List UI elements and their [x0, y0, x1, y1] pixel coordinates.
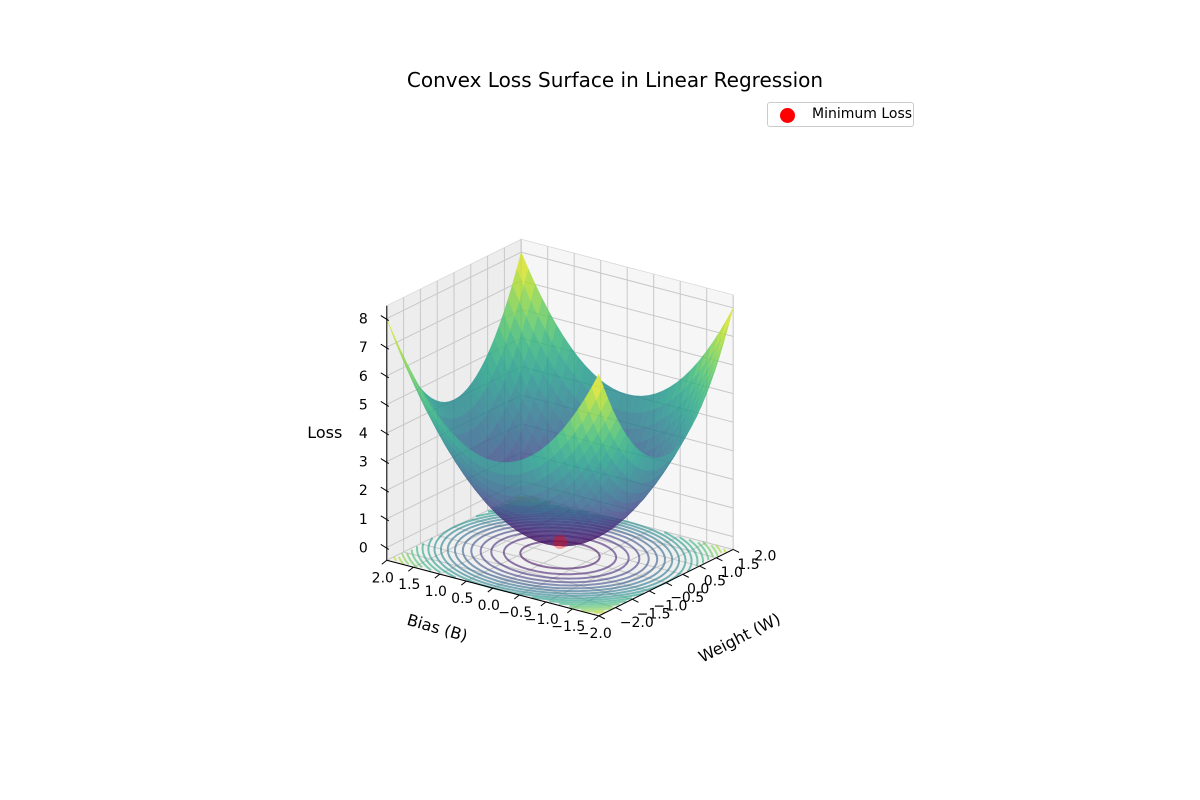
loss-tick-label: 8	[359, 312, 368, 328]
weight-tick-mark	[732, 549, 740, 553]
loss-tick-mark	[380, 458, 390, 465]
loss-tick-mark	[380, 486, 390, 493]
loss-tick-label: 3	[359, 455, 368, 471]
weight-tick-mark	[716, 557, 723, 562]
bias-tick-label: 0.0	[478, 598, 500, 614]
contour-line	[569, 605, 612, 609]
surface-patch	[591, 373, 604, 401]
weight-axis-label: Weight (W)	[695, 609, 783, 666]
contour-line	[427, 537, 457, 579]
contour-line	[397, 556, 405, 566]
chart-title: Convex Loss Surface in Linear Regression	[406, 68, 824, 92]
loss-surface	[386, 251, 734, 547]
contour-line	[715, 544, 723, 554]
contour-line	[581, 609, 605, 613]
loss-tick-mark	[380, 343, 390, 350]
weight-tick-mark	[699, 565, 706, 570]
weight-tick-label: −2.0	[620, 615, 654, 631]
weight-tick-label: 1.0	[721, 565, 743, 581]
loss-tick-label: 2	[359, 483, 368, 499]
contour-line	[401, 552, 410, 566]
bias-tick-label: 1.0	[425, 584, 447, 600]
bias-tick-mark	[540, 601, 547, 607]
weight-tick-mark	[665, 582, 673, 587]
contour-line	[678, 536, 699, 567]
loss-tick-mark	[380, 400, 390, 407]
contour-line	[549, 597, 633, 604]
bias-tick-mark	[381, 559, 388, 565]
bias-tick-label: 2.0	[372, 570, 394, 586]
contour-line	[406, 552, 418, 569]
bias-tick-mark	[407, 566, 414, 572]
loss-tick-label: 5	[359, 397, 368, 413]
bias-tick-mark	[593, 615, 600, 621]
loss-tick-label: 4	[359, 426, 368, 442]
loss-tick-mark	[380, 372, 390, 379]
bias-tick-label: −1.5	[551, 619, 585, 635]
bias-tick-mark	[487, 587, 494, 593]
contour-line	[688, 538, 704, 564]
contour-line	[416, 546, 432, 571]
contour-line	[410, 549, 423, 569]
loss-axis-label: Loss	[307, 423, 342, 442]
weight-tick-label: 0.5	[704, 573, 726, 589]
bias-tick-label: 0.5	[451, 591, 473, 607]
contour-line	[663, 531, 693, 573]
loss-tick-mark	[380, 515, 390, 522]
contour-line	[697, 541, 710, 561]
bias-tick-label: −1.0	[525, 612, 559, 628]
contour-line	[559, 600, 627, 606]
loss-tick-label: 6	[359, 369, 368, 385]
legend-marker-minimum	[780, 108, 795, 123]
weight-tick-label: 1.5	[737, 557, 759, 573]
bias-tick-mark	[434, 573, 441, 579]
loss-tick-mark	[380, 543, 390, 550]
contour-line	[710, 544, 719, 558]
legend-label-minimum: Minimum Loss	[812, 106, 913, 122]
contour-line	[702, 541, 714, 558]
weight-tick-mark	[648, 590, 656, 595]
loss-tick-label: 7	[359, 340, 368, 356]
weight-tick-label: −0.5	[670, 590, 704, 606]
contour-line	[722, 548, 727, 554]
loss-tick-mark	[380, 429, 390, 436]
weight-tick-mark	[632, 598, 639, 603]
weight-tick-label: −1.5	[637, 607, 671, 623]
loss-tick-label: 1	[359, 512, 368, 528]
weight-tick-label: 0.0	[687, 582, 709, 598]
bias-tick-mark	[566, 608, 573, 614]
contour-line	[421, 543, 442, 574]
legend: Minimum Loss	[767, 102, 914, 127]
bias-tick-mark	[513, 594, 520, 600]
bias-tick-mark	[460, 580, 467, 586]
weight-tick-label: −1.0	[653, 598, 687, 614]
weight-tick-label: 2.0	[754, 548, 776, 564]
weight-tick-mark	[682, 573, 690, 578]
contour-line	[581, 607, 614, 611]
bias-tick-label: 1.5	[398, 577, 420, 593]
bias-axis-label: Bias (B)	[405, 610, 470, 645]
bias-tick-label: −2.0	[578, 626, 612, 642]
loss-tick-mark	[380, 315, 390, 322]
contour-line	[569, 603, 620, 608]
contour-line	[531, 592, 645, 602]
weight-tick-mark	[598, 615, 606, 620]
minimum-point	[553, 535, 567, 549]
weight-tick-mark	[615, 607, 622, 612]
loss-tick-label: 0	[359, 540, 368, 556]
contour-line	[393, 556, 398, 562]
bias-tick-label: −0.5	[498, 605, 532, 621]
